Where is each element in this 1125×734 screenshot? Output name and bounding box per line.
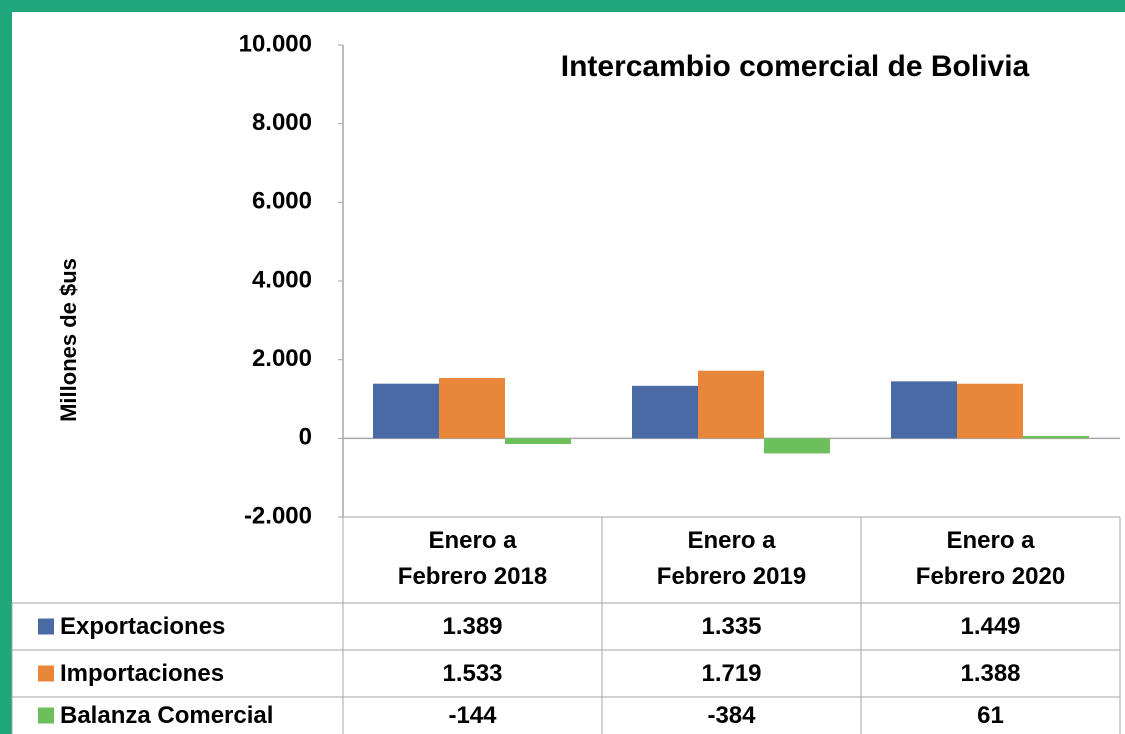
legend-swatch [38, 618, 54, 635]
table-value: 1.389 [442, 613, 502, 640]
legend-label: Exportaciones [60, 613, 225, 640]
table-value: 61 [977, 702, 1004, 729]
y-tick-label: 10.000 [239, 30, 312, 57]
chart-title: Intercambio comercial de Bolivia [561, 50, 1030, 83]
legend-label: Balanza Comercial [60, 702, 273, 729]
table-value: 1.533 [442, 660, 502, 687]
y-tick-label: 0 [299, 424, 312, 451]
y-tick-label: 4.000 [252, 266, 312, 293]
bar [1023, 435, 1089, 439]
legend-label: Importaciones [60, 660, 224, 687]
bar [505, 438, 571, 444]
table-value: -144 [448, 702, 497, 729]
y-tick-label: 8.000 [252, 109, 312, 136]
table-value: 1.449 [960, 613, 1020, 640]
bar [632, 385, 698, 439]
bar [957, 383, 1023, 439]
table-value: 1.388 [960, 660, 1020, 687]
category-label: Enero a Febrero 2018 [397, 527, 548, 590]
y-tick-label: 6.000 [252, 188, 312, 215]
bar [373, 383, 439, 439]
y-tick-label: -2.000 [244, 502, 312, 529]
legend-swatch [38, 707, 54, 724]
bar [891, 381, 957, 439]
y-tick-label: 2.000 [252, 345, 312, 372]
bar [764, 438, 830, 454]
table-value: -384 [707, 702, 756, 729]
bar [439, 378, 505, 439]
category-label: Enero a Febrero 2020 [915, 527, 1066, 590]
category-label: Enero a Febrero 2019 [656, 527, 807, 590]
bar [698, 370, 764, 439]
y-axis-label: Millones de $us [56, 258, 81, 422]
table-value: 1.719 [701, 660, 761, 687]
table-value: 1.335 [701, 613, 761, 640]
panel [12, 12, 1125, 734]
legend-swatch [38, 665, 54, 682]
